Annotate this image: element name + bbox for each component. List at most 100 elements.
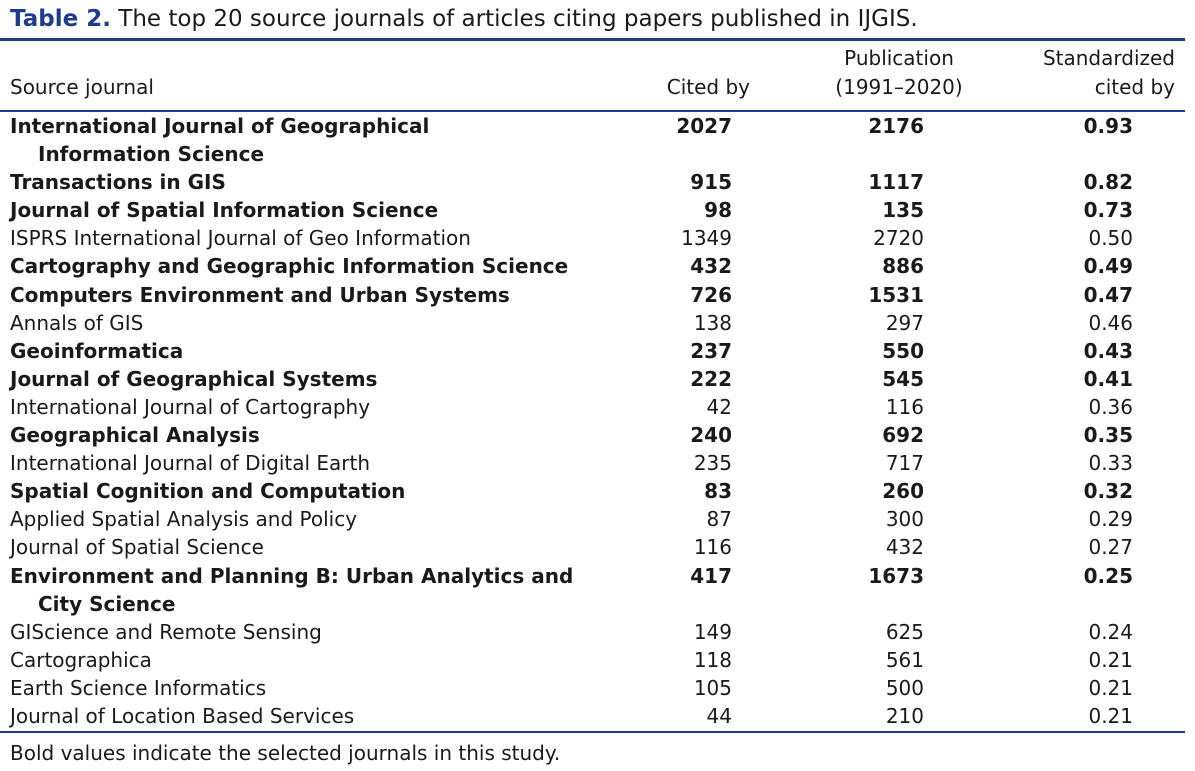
cell-standardized-cited-by: 0.21 — [1088, 675, 1133, 700]
journal-name: ISPRS International Journal of Geo Infor… — [10, 226, 471, 251]
journal-name: Journal of Geographical Systems — [10, 366, 378, 391]
cell-cited-by: 237 — [690, 338, 732, 363]
cell-source-journal: International Journal of Cartography — [10, 393, 600, 421]
table-header: Source journal Cited by Publication (199… — [0, 44, 1185, 106]
journal-name-continuation: City Science — [38, 591, 176, 616]
cell-publication: 116 — [885, 394, 924, 419]
table-row: Annals of GIS 138 297 0.46 — [0, 309, 1185, 337]
header-publication: Publication (1991–2020) — [800, 44, 998, 102]
cell-standardized-cited-by: 0.25 — [1083, 563, 1133, 588]
cell-standardized-cited-by: 0.46 — [1088, 310, 1133, 335]
caption-label: Table 2. — [10, 6, 111, 32]
cell-standardized-cited-by: 0.33 — [1088, 451, 1133, 476]
cell-publication: 210 — [885, 703, 924, 728]
cell-standardized-cited-by: 0.29 — [1088, 507, 1133, 532]
cell-source-journal: Environment and Planning B: Urban Analyt… — [10, 562, 600, 618]
cell-standardized-cited-by: 0.32 — [1083, 479, 1133, 504]
cell-source-journal: Earth Science Informatics — [10, 674, 600, 702]
cell-publication: 625 — [885, 619, 924, 644]
cell-source-journal: Journal of Spatial Science — [10, 533, 600, 561]
cell-publication: 260 — [882, 479, 924, 504]
table-row: Cartographica 118 561 0.21 — [0, 646, 1185, 674]
cell-source-journal: Geographical Analysis — [10, 421, 600, 449]
journal-name: Computers Environment and Urban Systems — [10, 282, 510, 307]
cell-source-journal: Journal of Location Based Services — [10, 702, 600, 730]
cell-publication: 300 — [885, 507, 924, 532]
cell-standardized-cited-by: 0.21 — [1088, 703, 1133, 728]
table-row: Journal of Spatial Science 116 432 0.27 — [0, 533, 1185, 561]
cell-standardized-cited-by: 0.82 — [1083, 170, 1133, 195]
table-row: Transactions in GIS 915 1117 0.82 — [0, 168, 1185, 196]
journal-name: Earth Science Informatics — [10, 675, 267, 700]
cell-cited-by: 432 — [690, 254, 732, 279]
cell-source-journal: Applied Spatial Analysis and Policy — [10, 505, 600, 533]
cell-source-journal: International Journal of Geographical Inf… — [10, 112, 600, 168]
header-cited-by: Cited by — [666, 75, 750, 99]
cell-standardized-cited-by: 0.35 — [1083, 423, 1133, 448]
cell-cited-by: 87 — [706, 507, 732, 532]
cell-source-journal: Journal of Spatial Information Science — [10, 196, 600, 224]
cell-source-journal: ISPRS International Journal of Geo Infor… — [10, 224, 600, 252]
header-source-journal: Source journal — [10, 75, 154, 99]
table-row: Cartography and Geographic Information S… — [0, 252, 1185, 280]
cell-standardized-cited-by: 0.47 — [1083, 282, 1133, 307]
cell-standardized-cited-by: 0.41 — [1083, 366, 1133, 391]
table-row: Spatial Cognition and Computation 83 260 0.… — [0, 477, 1185, 505]
cell-publication: 545 — [882, 366, 924, 391]
cell-standardized-cited-by: 0.73 — [1083, 198, 1133, 223]
header-standardized: Standardized cited by — [1030, 44, 1175, 102]
cell-publication: 1673 — [868, 563, 924, 588]
cell-cited-by: 138 — [693, 310, 732, 335]
cell-publication: 692 — [882, 423, 924, 448]
table-row: Environment and Planning B: Urban Analyt… — [0, 562, 1185, 618]
cell-publication: 1117 — [868, 170, 924, 195]
table-row: International Journal of Geographical Inf… — [0, 112, 1185, 168]
table-row: Earth Science Informatics 105 500 0.21 — [0, 674, 1185, 702]
cell-cited-by: 417 — [690, 563, 732, 588]
cell-cited-by: 98 — [704, 198, 732, 223]
cell-standardized-cited-by: 0.36 — [1088, 394, 1133, 419]
cell-cited-by: 222 — [690, 366, 732, 391]
table-row: International Journal of Digital Earth 23… — [0, 449, 1185, 477]
table-footnote: Bold values indicate the selected journa… — [10, 741, 561, 765]
cell-cited-by: 149 — [693, 619, 732, 644]
table-row: Geographical Analysis 240 692 0.35 — [0, 421, 1185, 449]
cell-source-journal: Cartography and Geographic Information S… — [10, 252, 600, 280]
cell-publication: 297 — [885, 310, 924, 335]
journal-name: International Journal of Geographical — [10, 114, 430, 138]
journal-name: Geographical Analysis — [10, 423, 260, 448]
cell-publication: 717 — [885, 451, 924, 476]
cell-cited-by: 118 — [693, 647, 732, 672]
cell-source-journal: International Journal of Digital Earth — [10, 449, 600, 477]
cell-publication: 432 — [885, 535, 924, 560]
cell-standardized-cited-by: 0.24 — [1088, 619, 1133, 644]
cell-standardized-cited-by: 0.50 — [1088, 226, 1133, 251]
bottom-rule — [0, 731, 1185, 733]
cell-standardized-cited-by: 0.27 — [1088, 535, 1133, 560]
cell-publication: 1531 — [868, 282, 924, 307]
journal-name: Spatial Cognition and Computation — [10, 479, 406, 504]
cell-cited-by: 1349 — [681, 226, 732, 251]
cell-publication: 2720 — [873, 226, 924, 251]
table-row: Geoinformatica 237 550 0.43 — [0, 337, 1185, 365]
journal-name: Cartographica — [10, 647, 152, 672]
cell-cited-by: 105 — [693, 675, 732, 700]
table-row: International Journal of Cartography 42 11… — [0, 393, 1185, 421]
header-standardized-line2: cited by — [1094, 75, 1175, 99]
journal-name: International Journal of Cartography — [10, 394, 371, 419]
table-row: ISPRS International Journal of Geo Infor… — [0, 224, 1185, 252]
journal-name: GIScience and Remote Sensing — [10, 619, 322, 644]
journal-name: Cartography and Geographic Information S… — [10, 254, 569, 279]
table-caption: Table 2. The top 20 source journals of a… — [10, 2, 1185, 36]
cell-cited-by: 235 — [693, 451, 732, 476]
cell-publication: 886 — [882, 254, 924, 279]
cell-standardized-cited-by: 0.43 — [1083, 338, 1133, 363]
cell-cited-by: 44 — [706, 703, 732, 728]
journal-name: International Journal of Digital Earth — [10, 451, 371, 476]
journal-name: Geoinformatica — [10, 338, 184, 363]
cell-publication: 561 — [885, 647, 924, 672]
cell-standardized-cited-by: 0.49 — [1083, 254, 1133, 279]
cell-cited-by: 2027 — [676, 114, 732, 138]
cell-cited-by: 116 — [693, 535, 732, 560]
cell-cited-by: 726 — [690, 282, 732, 307]
